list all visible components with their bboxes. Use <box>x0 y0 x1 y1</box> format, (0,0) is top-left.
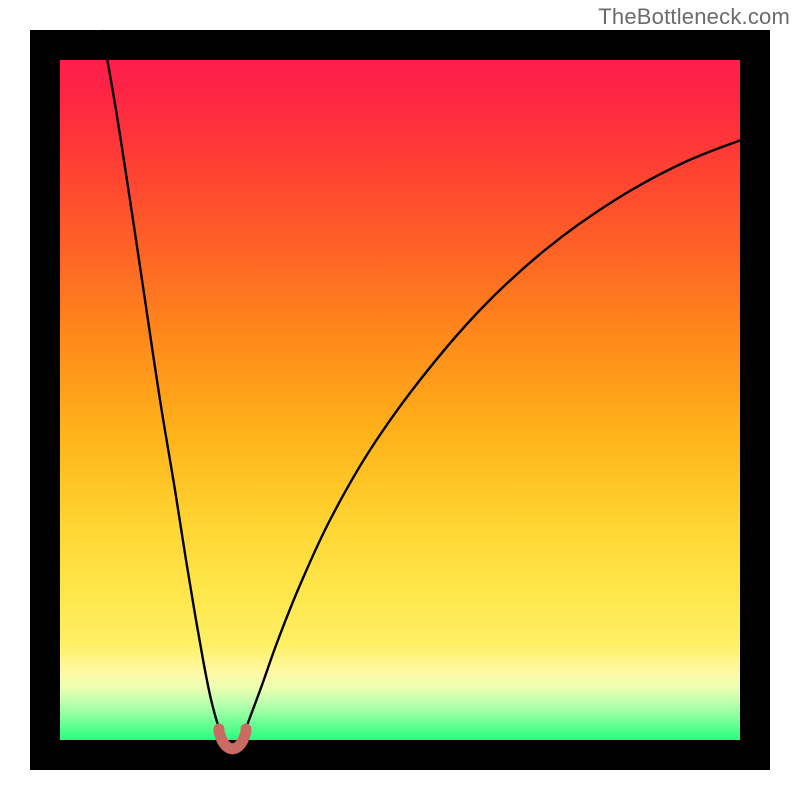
plot-background <box>45 45 755 755</box>
watermark-text: TheBottleneck.com <box>598 4 790 30</box>
bottleneck-chart <box>0 0 800 800</box>
chart-container: { "watermark": { "text": "TheBottleneck.… <box>0 0 800 800</box>
valley-dot <box>214 724 225 735</box>
valley-dot <box>241 724 252 735</box>
